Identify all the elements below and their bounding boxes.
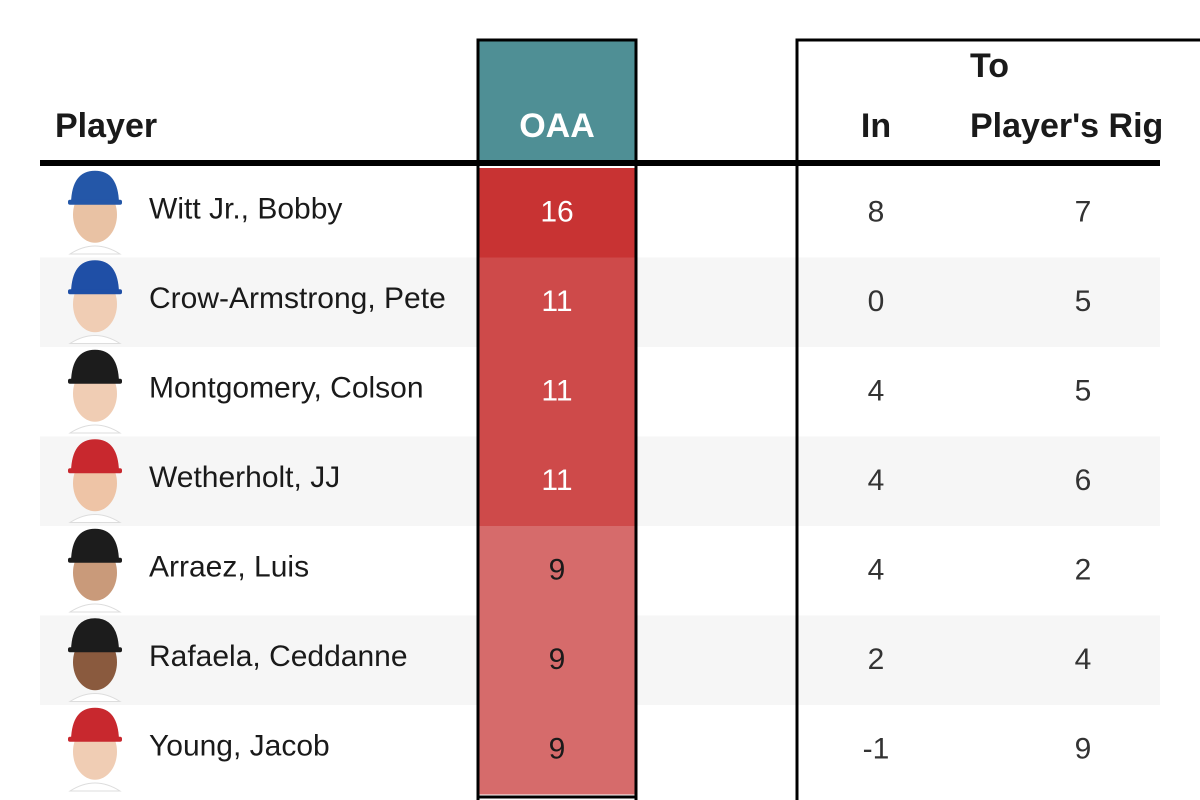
header-group: To [970,47,1009,85]
oaa-value: 11 [541,285,572,318]
header-right: Player's Rig [970,107,1163,145]
in-value: 4 [868,464,885,497]
player-name: Wetherholt, JJ [149,461,340,494]
oaa-cell [478,526,636,616]
avatar-shirt [68,424,122,434]
avatar-cap [71,618,119,651]
avatar [68,528,122,613]
avatar-brim [68,378,122,384]
avatar-cap [71,349,119,382]
oaa-value: 9 [549,733,566,766]
oaa-value: 16 [540,196,573,229]
oaa-column-border [476,38,638,800]
avatar-cap [71,439,119,472]
avatar-brim [68,468,122,474]
oaa-cell [478,705,636,795]
avatar-shirt [68,782,122,792]
header-player: Player [55,107,157,145]
avatar-cap [71,528,119,561]
oaa-cell [478,615,636,705]
player-name: Crow-Armstrong, Pete [149,282,446,315]
header-in: In [861,107,891,145]
player-name: Witt Jr., Bobby [149,193,342,226]
avatar [68,260,122,344]
player-name: Arraez, Luis [149,551,309,584]
oaa-value: 9 [549,554,566,587]
oaa-value: 11 [541,375,572,408]
avatar-brim [68,736,122,742]
in-value: -1 [863,733,890,766]
oaa-value: 9 [549,643,566,676]
avatar-cap [71,260,119,293]
avatar-brim [68,289,122,295]
avatar-cap [71,707,119,740]
in-value: 4 [868,375,885,408]
avatar-shirt [68,603,122,613]
right-value: 9 [1075,733,1092,766]
avatar-shirt [68,514,122,523]
right-value: 2 [1075,554,1092,587]
right-value: 7 [1075,196,1092,229]
in-value: 0 [868,285,885,318]
oaa-value: 11 [541,464,572,497]
right-value: 5 [1075,375,1092,408]
avatar-cap [71,170,119,203]
avatar-shirt [68,693,122,702]
player-name: Rafaela, Ceddanne [149,640,408,673]
oaa-header-bg [478,40,636,162]
right-value: 4 [1075,643,1092,676]
right-value: 6 [1075,464,1092,497]
in-value: 2 [868,643,885,676]
in-value: 4 [868,554,885,587]
player-name: Montgomery, Colson [149,372,424,405]
group-border [795,38,1200,800]
in-value: 8 [868,196,885,229]
avatar-brim [68,199,122,205]
avatar [68,170,122,255]
oaa-cell [478,436,636,526]
oaa-cell [478,168,636,258]
avatar-brim [68,647,122,653]
avatar [68,707,122,792]
avatar-shirt [68,335,122,344]
header-oaa: OAA [519,107,595,145]
avatar [68,618,122,702]
right-value: 5 [1075,285,1092,318]
avatar [68,439,122,523]
avatar-brim [68,557,122,563]
player-name: Young, Jacob [149,730,330,763]
avatar [68,349,122,434]
oaa-cell [478,257,636,347]
rows: Witt Jr., Bobby 16 8 7 Crow-Armstrong, Pete 1… [40,168,1160,795]
oaa-cell [478,347,636,437]
avatar-shirt [68,245,122,255]
